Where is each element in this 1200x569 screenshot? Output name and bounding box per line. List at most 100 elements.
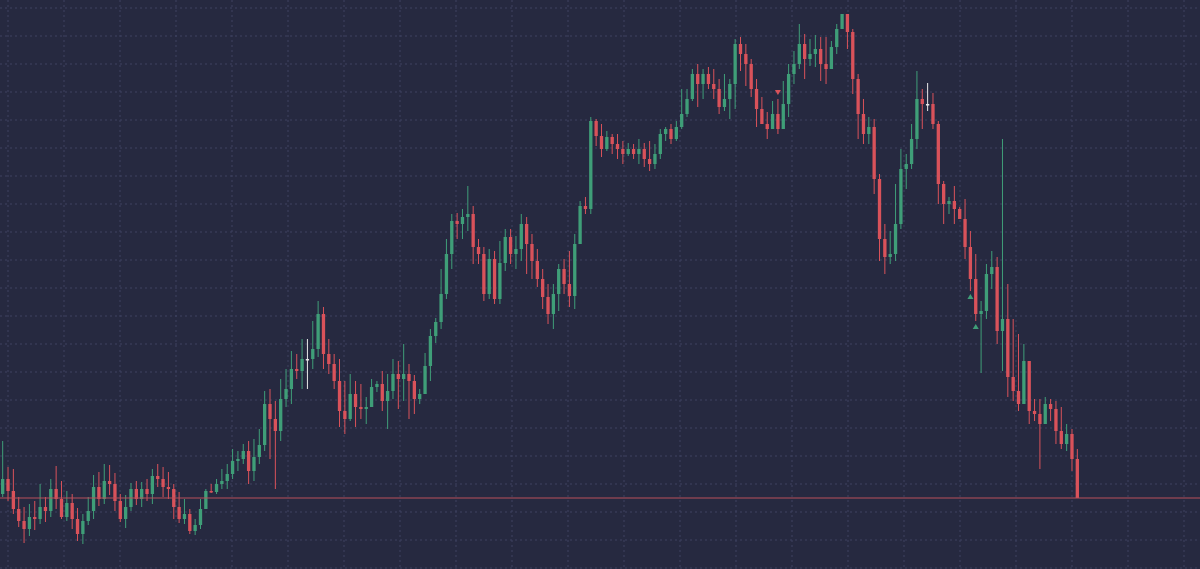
candle-body — [1075, 459, 1079, 498]
candle-body — [140, 489, 144, 499]
candle — [845, 14, 850, 49]
candle-body — [535, 261, 539, 279]
buy-signal-arrow — [972, 324, 979, 329]
candle — [749, 59, 753, 97]
sell-signal-arrow — [774, 90, 781, 95]
candle — [123, 495, 128, 528]
candle — [311, 321, 315, 369]
candle-body — [573, 244, 577, 296]
candle-body — [482, 254, 486, 294]
candle-body — [594, 121, 598, 136]
candle — [589, 117, 593, 214]
candle — [343, 381, 347, 434]
candle-body — [97, 487, 101, 499]
candle-body — [631, 149, 636, 154]
candle-body — [118, 501, 122, 519]
candle — [460, 209, 465, 239]
candle-body — [947, 201, 951, 204]
candle-body — [257, 445, 261, 457]
candle-body — [990, 267, 994, 274]
candle — [925, 83, 930, 111]
candle-body — [797, 44, 801, 64]
candle — [514, 236, 518, 269]
candle-body — [776, 114, 780, 129]
candle-body — [541, 279, 545, 297]
candle-body — [1, 479, 5, 494]
candle — [674, 121, 678, 141]
candle-body — [829, 47, 834, 69]
candle — [198, 499, 203, 529]
candle — [936, 121, 940, 204]
candle — [214, 479, 219, 494]
candle — [888, 231, 892, 264]
candle — [835, 24, 839, 54]
candle-body — [198, 509, 203, 525]
candle — [498, 241, 502, 304]
candle-body — [733, 44, 737, 84]
candle-body — [557, 269, 561, 294]
candle — [166, 472, 171, 499]
candle — [129, 483, 133, 511]
candle — [156, 464, 160, 487]
candle-body — [712, 84, 716, 89]
candle-body — [311, 349, 315, 359]
candle-body — [476, 247, 481, 254]
candle-body — [204, 491, 208, 509]
candle-body — [653, 154, 657, 164]
candle — [295, 354, 299, 379]
candle-body — [744, 54, 748, 64]
candle-body — [492, 259, 497, 299]
candle-body — [647, 159, 652, 164]
candle-body — [375, 384, 379, 387]
candle — [300, 339, 304, 389]
candle-body — [1038, 414, 1042, 424]
candle — [867, 117, 871, 144]
candle — [487, 249, 491, 299]
candle-body — [428, 336, 433, 366]
candle-body — [599, 136, 604, 149]
candle — [952, 186, 957, 224]
candle-body — [760, 109, 764, 124]
candle — [353, 381, 358, 427]
candle-body — [968, 247, 973, 279]
candle-body — [610, 137, 614, 144]
candle-body — [1000, 319, 1005, 331]
candle-body — [524, 224, 529, 244]
candle — [824, 37, 828, 84]
candle — [1006, 284, 1010, 397]
candle-body — [920, 99, 924, 104]
candle-body — [514, 249, 518, 254]
candle — [268, 389, 272, 459]
candle-body — [605, 137, 609, 149]
candle — [984, 264, 989, 319]
candle — [893, 184, 898, 261]
candle — [615, 134, 620, 159]
candle — [236, 451, 240, 471]
candle — [134, 481, 138, 505]
candle — [177, 492, 181, 523]
candle-body — [396, 374, 400, 379]
candle — [792, 51, 796, 84]
candle-body — [359, 407, 363, 409]
candle — [760, 97, 764, 124]
candle-body — [690, 74, 695, 99]
candle — [439, 269, 443, 329]
candle-body — [225, 474, 229, 481]
candle-body — [781, 104, 785, 129]
candle-body — [439, 294, 443, 322]
candle — [802, 34, 807, 79]
candle-body — [91, 487, 96, 511]
candle — [150, 469, 155, 504]
candle — [1016, 334, 1021, 411]
candle — [680, 89, 684, 129]
candle — [289, 351, 294, 404]
candle — [17, 497, 21, 527]
candle — [316, 301, 320, 357]
candle-body — [685, 99, 689, 114]
candle-body — [230, 461, 235, 474]
candle-body — [1016, 391, 1021, 404]
candle — [1070, 429, 1074, 471]
candle — [717, 79, 721, 114]
candle — [225, 464, 229, 489]
candle-body — [22, 521, 26, 529]
